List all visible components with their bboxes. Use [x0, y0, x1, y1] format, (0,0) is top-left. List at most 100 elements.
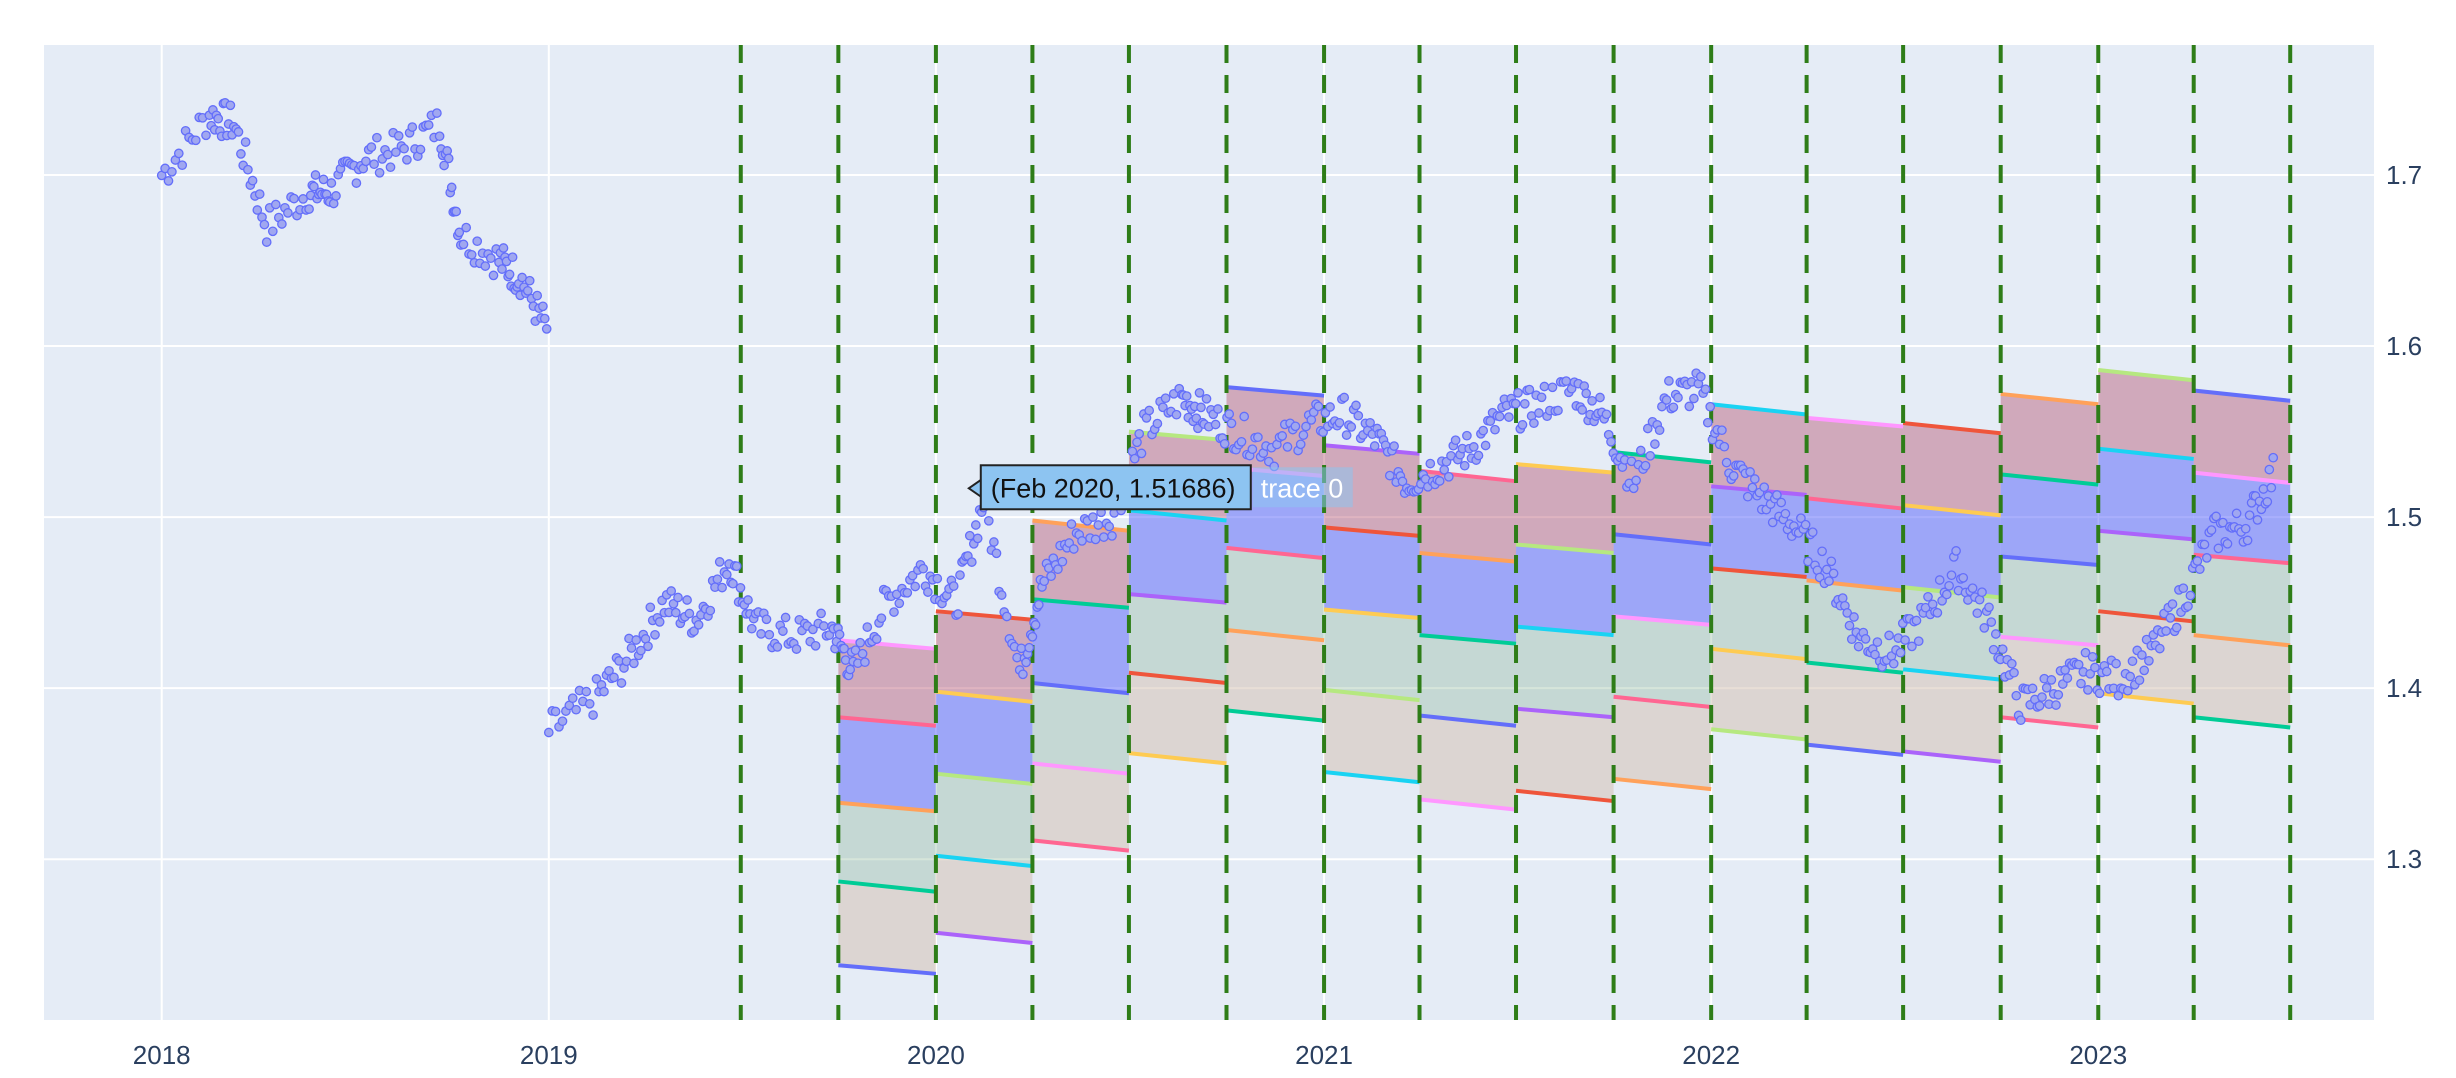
- data-point[interactable]: [876, 613, 887, 624]
- data-point[interactable]: [361, 156, 371, 167]
- data-point[interactable]: [1888, 658, 1899, 669]
- data-point[interactable]: [673, 592, 683, 603]
- data-point[interactable]: [1759, 482, 1770, 493]
- data-point[interactable]: [2125, 671, 2136, 682]
- data-point[interactable]: [2167, 599, 2178, 609]
- data-point[interactable]: [167, 166, 177, 177]
- data-point[interactable]: [1282, 442, 1293, 452]
- data-point[interactable]: [443, 153, 454, 164]
- data-point[interactable]: [298, 194, 308, 204]
- data-point[interactable]: [631, 635, 642, 645]
- data-point[interactable]: [254, 189, 265, 199]
- data-point[interactable]: [894, 598, 905, 609]
- data-point[interactable]: [791, 644, 802, 654]
- data-point[interactable]: [1944, 580, 1954, 591]
- data-point[interactable]: [538, 301, 548, 312]
- data-point[interactable]: [1721, 457, 1732, 468]
- data-point[interactable]: [1817, 546, 1827, 557]
- data-point[interactable]: [1842, 608, 1853, 618]
- data-point[interactable]: [932, 573, 943, 584]
- data-point[interactable]: [1702, 417, 1713, 428]
- data-point[interactable]: [2244, 510, 2255, 521]
- data-point[interactable]: [1353, 410, 1364, 421]
- data-point[interactable]: [236, 149, 246, 159]
- data-point[interactable]: [1194, 387, 1205, 398]
- data-point[interactable]: [1494, 411, 1505, 422]
- data-point[interactable]: [1247, 444, 1258, 455]
- data-point[interactable]: [461, 222, 472, 233]
- data-point[interactable]: [2011, 690, 2022, 701]
- data-point[interactable]: [522, 285, 533, 296]
- data-point[interactable]: [1513, 387, 1523, 398]
- data-point[interactable]: [626, 643, 637, 653]
- data-point[interactable]: [989, 537, 999, 547]
- data-point[interactable]: [532, 290, 543, 301]
- data-point[interactable]: [953, 609, 963, 619]
- data-point[interactable]: [1695, 371, 1706, 382]
- data-point[interactable]: [1958, 572, 1969, 583]
- data-point[interactable]: [654, 617, 665, 627]
- data-point[interactable]: [1717, 425, 1727, 436]
- data-point[interactable]: [1066, 519, 1077, 529]
- data-point[interactable]: [1642, 423, 1653, 434]
- data-point[interactable]: [399, 143, 409, 154]
- data-point[interactable]: [588, 710, 598, 720]
- data-point[interactable]: [504, 269, 515, 280]
- data-point[interactable]: [247, 175, 258, 186]
- data-point[interactable]: [714, 557, 725, 567]
- data-point[interactable]: [485, 253, 496, 264]
- data-point[interactable]: [1134, 428, 1145, 439]
- data-point[interactable]: [1941, 589, 1952, 600]
- data-point[interactable]: [1907, 641, 1917, 652]
- data-point[interactable]: [1504, 412, 1514, 422]
- data-point[interactable]: [1654, 425, 1665, 436]
- data-point[interactable]: [1923, 591, 1933, 602]
- data-point[interactable]: [1213, 404, 1223, 414]
- data-point[interactable]: [910, 581, 921, 592]
- data-point[interactable]: [2178, 583, 2189, 594]
- data-point[interactable]: [1796, 513, 1806, 524]
- data-point[interactable]: [1369, 441, 1380, 451]
- data-point[interactable]: [1844, 620, 1855, 631]
- data-point[interactable]: [1098, 532, 1109, 542]
- data-point[interactable]: [201, 130, 211, 141]
- data-point[interactable]: [2185, 590, 2196, 601]
- data-point[interactable]: [1742, 491, 1753, 502]
- data-point[interactable]: [2073, 659, 2084, 670]
- data-point[interactable]: [1606, 436, 1616, 447]
- data-point[interactable]: [497, 264, 507, 274]
- data-point[interactable]: [1093, 520, 1104, 530]
- data-point[interactable]: [2206, 525, 2217, 535]
- data-point[interactable]: [1046, 571, 1056, 582]
- data-point[interactable]: [991, 548, 1002, 559]
- data-point[interactable]: [2080, 647, 2091, 658]
- data-point[interactable]: [2192, 556, 2203, 566]
- data-point[interactable]: [1027, 631, 1038, 642]
- data-point[interactable]: [2262, 496, 2273, 507]
- data-point[interactable]: [1021, 657, 1031, 668]
- data-point[interactable]: [1972, 608, 1983, 619]
- data-point[interactable]: [840, 655, 851, 665]
- data-point[interactable]: [2062, 673, 2073, 683]
- data-point[interactable]: [2144, 655, 2154, 666]
- data-point[interactable]: [772, 642, 783, 652]
- data-point[interactable]: [2127, 656, 2138, 667]
- data-point[interactable]: [391, 147, 401, 158]
- data-point[interactable]: [2134, 675, 2145, 686]
- data-point[interactable]: [163, 176, 174, 186]
- data-point[interactable]: [1425, 458, 1436, 469]
- data-point[interactable]: [1517, 419, 1528, 430]
- data-point[interactable]: [1913, 636, 1924, 647]
- data-point[interactable]: [402, 154, 412, 165]
- data-point[interactable]: [764, 629, 775, 640]
- data-point[interactable]: [761, 614, 772, 625]
- data-point[interactable]: [1807, 527, 1818, 538]
- data-point[interactable]: [860, 657, 870, 668]
- data-point[interactable]: [1462, 430, 1472, 441]
- data-point[interactable]: [1152, 418, 1163, 429]
- data-point[interactable]: [818, 621, 829, 631]
- data-point[interactable]: [213, 113, 224, 124]
- data-point[interactable]: [2213, 543, 2224, 554]
- data-point[interactable]: [557, 716, 568, 727]
- data-point[interactable]: [2154, 643, 2165, 654]
